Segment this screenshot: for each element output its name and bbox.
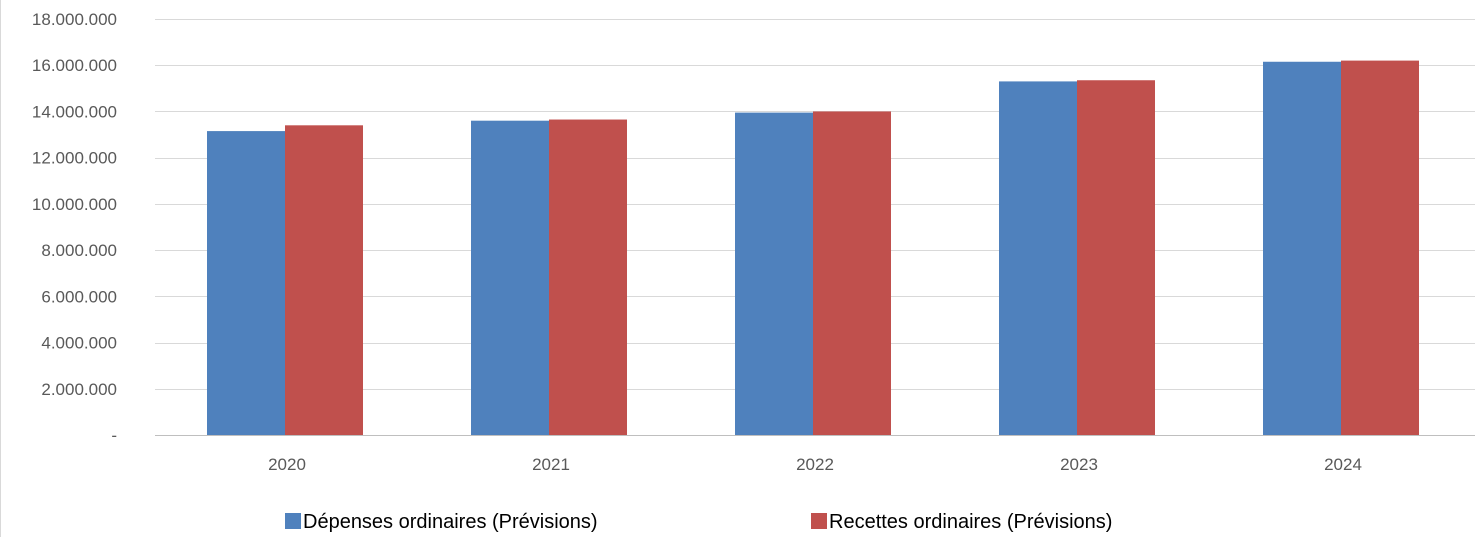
y-tick-label: 4.000.000 xyxy=(41,334,117,353)
x-axis-tick-labels: 2020 2021 2022 2023 2024 xyxy=(268,455,1362,474)
bar-depenses-2024 xyxy=(1263,61,1341,435)
y-tick-label: 10.000.000 xyxy=(32,195,117,214)
legend: Dépenses ordinaires (Prévisions) Recettes… xyxy=(285,511,1112,533)
bar-depenses-2022 xyxy=(735,112,813,435)
bar-recettes-2020 xyxy=(285,125,363,436)
x-tick-label: 2022 xyxy=(796,455,834,474)
bar-recettes-2023 xyxy=(1077,80,1155,435)
x-tick-label: 2021 xyxy=(532,455,570,474)
x-tick-label: 2023 xyxy=(1060,455,1098,474)
bars xyxy=(207,60,1419,436)
legend-swatch xyxy=(811,513,827,529)
gridlines xyxy=(155,19,1475,436)
bar-recettes-2024 xyxy=(1341,60,1419,435)
legend-label: Recettes ordinaires (Prévisions) xyxy=(829,511,1112,533)
bar-depenses-2021 xyxy=(471,120,549,435)
y-tick-label: 2.000.000 xyxy=(41,380,117,399)
legend-label: Dépenses ordinaires (Prévisions) xyxy=(303,511,598,533)
y-tick-label: 14.000.000 xyxy=(32,102,117,121)
y-tick-label: 12.000.000 xyxy=(32,149,117,168)
y-tick-label: 18.000.000 xyxy=(32,10,117,29)
y-axis-tick-labels: - 2.000.000 4.000.000 6.000.000 8.000.000 10.… xyxy=(32,10,117,445)
bar-depenses-2023 xyxy=(999,81,1077,436)
x-tick-label: 2020 xyxy=(268,455,306,474)
y-tick-label: 6.000.000 xyxy=(41,287,117,306)
y-tick-label: - xyxy=(111,426,117,445)
x-tick-label: 2024 xyxy=(1324,455,1362,474)
legend-swatch xyxy=(285,513,301,529)
bar-recettes-2021 xyxy=(549,119,627,436)
bar-depenses-2020 xyxy=(207,131,285,436)
y-tick-label: 16.000.000 xyxy=(32,56,117,75)
bar-recettes-2022 xyxy=(813,111,891,435)
y-tick-label: 8.000.000 xyxy=(41,241,117,260)
